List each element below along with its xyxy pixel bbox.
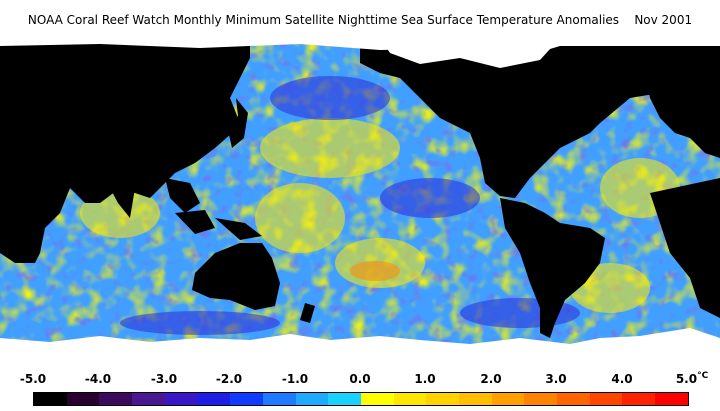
legend-swatch xyxy=(524,393,557,405)
legend-swatch xyxy=(99,393,133,405)
legend-swatch xyxy=(491,393,525,405)
legend-swatch xyxy=(328,393,361,405)
legend-tick: 1.0 xyxy=(414,372,436,386)
legend-swatch xyxy=(426,393,459,405)
legend-tick-max-value: 5.0 xyxy=(675,372,698,386)
sst-anomaly-map xyxy=(0,38,720,360)
legend-swatch xyxy=(655,393,688,405)
legend-tick: 2.0 xyxy=(480,372,502,386)
color-scale-bar xyxy=(33,392,689,406)
map-title: NOAA Coral Reef Watch Monthly Minimum Sa… xyxy=(0,0,720,38)
legend-unit: °C xyxy=(697,371,709,381)
legend-tick: -5.0 xyxy=(19,372,47,386)
legend-swatch xyxy=(34,393,67,405)
legend-swatch xyxy=(360,393,394,405)
legend-swatch xyxy=(622,393,656,405)
legend-tick: 3.0 xyxy=(545,372,567,386)
legend-swatch xyxy=(458,393,492,405)
legend-swatch xyxy=(295,393,329,405)
legend-swatch xyxy=(164,393,198,405)
period-label: Nov 2001 xyxy=(634,13,693,27)
legend-tick: -3.0 xyxy=(150,372,178,386)
legend-swatch xyxy=(197,393,231,405)
legend-tick-max: 5.0°C xyxy=(675,371,709,386)
sea-ice xyxy=(0,38,720,360)
legend-swatch xyxy=(66,393,100,405)
legend-swatch xyxy=(589,393,623,405)
legend-tick: -2.0 xyxy=(215,372,243,386)
legend-swatch xyxy=(393,393,427,405)
legend-tick: -1.0 xyxy=(281,372,309,386)
legend-swatch xyxy=(230,393,263,405)
legend-tick: 0.0 xyxy=(349,372,371,386)
legend-swatch xyxy=(262,393,296,405)
land-masses xyxy=(0,38,720,338)
legend-tick: 4.0 xyxy=(611,372,633,386)
legend-swatch xyxy=(132,393,165,405)
legend-swatch xyxy=(557,393,590,405)
title-text: NOAA Coral Reef Watch Monthly Minimum Sa… xyxy=(27,13,620,27)
legend-tick: -4.0 xyxy=(84,372,112,386)
color-legend: -5.0 -4.0 -3.0 -2.0 -1.0 0.0 1.0 2.0 3.0… xyxy=(0,371,720,411)
